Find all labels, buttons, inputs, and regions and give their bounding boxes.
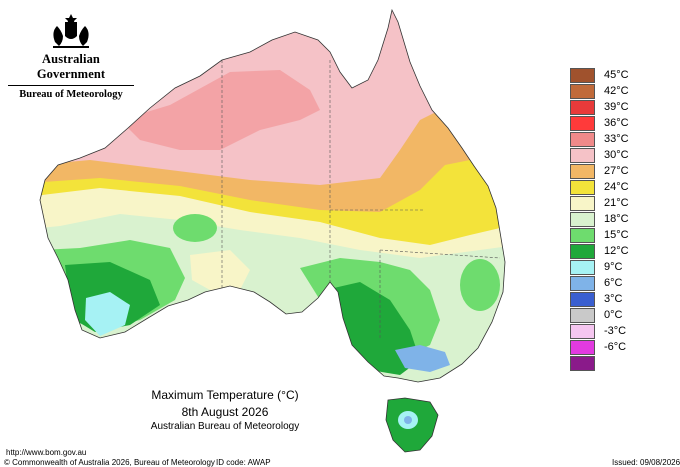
- footer-url[interactable]: http://www.bom.gov.au: [6, 448, 87, 457]
- legend-label: 24°C: [604, 181, 629, 193]
- legend-label: -6°C: [604, 341, 627, 353]
- legend-swatch: [570, 260, 595, 275]
- footer-issued: Issued: 09/08/2026: [612, 458, 680, 467]
- map-date: 8th August 2026: [181, 405, 269, 419]
- footer-copyright: © Commonwealth of Australia 2026, Bureau…: [4, 458, 215, 467]
- legend-swatch: [570, 68, 595, 83]
- legend-swatch: [570, 196, 595, 211]
- legend-swatch: [570, 84, 595, 99]
- map-titles: Maximum Temperature (°C) 8th August 2026…: [120, 388, 330, 432]
- legend-label: 45°C: [604, 69, 629, 81]
- legend-swatch: [570, 356, 595, 371]
- legend-label: 33°C: [604, 133, 629, 145]
- legend-swatch: [570, 132, 595, 147]
- legend-label: 42°C: [604, 85, 629, 97]
- legend-label: 9°C: [604, 261, 623, 273]
- legend-swatch: [570, 180, 595, 195]
- legend-swatch: [570, 228, 595, 243]
- legend-label: 15°C: [604, 229, 629, 241]
- legend-swatch: [570, 276, 595, 291]
- footer-id-code: ID code: AWAP: [216, 458, 271, 467]
- legend-swatch: [570, 308, 595, 323]
- legend-label: 12°C: [604, 245, 629, 257]
- legend-swatch: [570, 116, 595, 131]
- logo-divider: [8, 85, 134, 86]
- legend-swatch: [570, 292, 595, 307]
- legend-swatch: [570, 164, 595, 179]
- legend-swatch: [570, 340, 595, 355]
- coat-of-arms-icon: [53, 14, 89, 48]
- legend-label: 30°C: [604, 149, 629, 161]
- bureau-name: Bureau of Meteorology: [19, 89, 123, 100]
- legend-label: 0°C: [604, 309, 623, 321]
- legend-label: 36°C: [604, 117, 629, 129]
- legend-swatch: [570, 212, 595, 227]
- legend-swatch: [570, 244, 595, 259]
- legend-label: 39°C: [604, 101, 629, 113]
- legend-label: 3°C: [604, 293, 623, 305]
- government-name: Australian Government: [36, 52, 106, 81]
- legend-label: 18°C: [604, 213, 629, 225]
- legend-label: -3°C: [604, 325, 627, 337]
- map-title: Maximum Temperature (°C): [151, 388, 299, 402]
- legend-swatch: [570, 148, 595, 163]
- government-logo: Australian Government Bureau of Meteorol…: [8, 12, 134, 100]
- legend-swatch: [570, 324, 595, 339]
- legend-swatch: [570, 100, 595, 115]
- map-source: Australian Bureau of Meteorology: [150, 421, 300, 432]
- legend-label: 21°C: [604, 197, 629, 209]
- legend-label: 27°C: [604, 165, 629, 177]
- legend-label: 6°C: [604, 277, 623, 289]
